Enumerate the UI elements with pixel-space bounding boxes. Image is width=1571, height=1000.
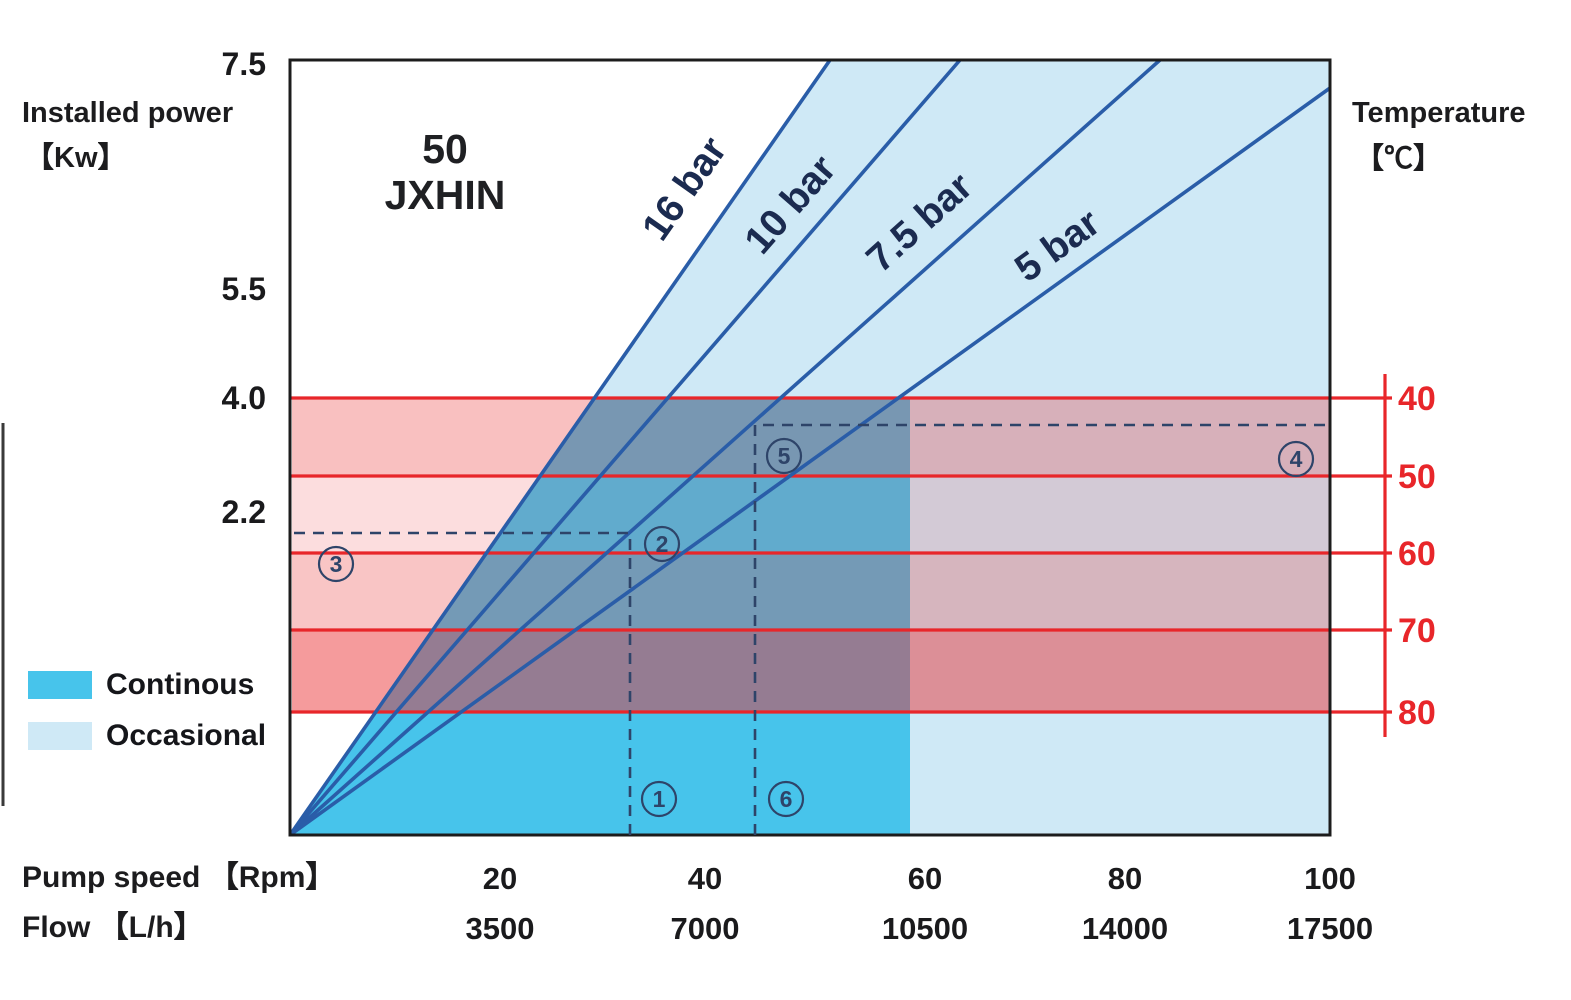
legend: Continous Occasional — [28, 668, 267, 772]
callout-number-3: 3 — [330, 551, 343, 577]
legend-item-occasional: Occasional — [28, 719, 267, 752]
power-tick-7.5: 7.5 — [222, 46, 266, 82]
callout-number-5: 5 — [778, 443, 791, 469]
legend-item-continuous: Continous — [28, 668, 266, 701]
speed-tick-60: 60 — [908, 861, 942, 896]
pressure-line-16-bar — [288, 58, 832, 837]
power-tick-4.0: 4.0 — [222, 380, 266, 416]
plot-border — [288, 58, 1332, 837]
pressure-line-10-bar — [288, 58, 962, 837]
speed-tick-80: 80 — [1108, 861, 1142, 896]
right-axis-unit: 【℃】 — [1355, 143, 1443, 175]
speed-tick-20: 20 — [483, 861, 517, 896]
flow-tick-7000: 7000 — [671, 911, 740, 946]
temp-band-40-50 — [292, 398, 1330, 476]
legend-label-occasional: Occasional — [106, 719, 267, 752]
legend-swatch-continuous — [28, 671, 92, 699]
dashed-operating-point-left — [292, 531, 632, 835]
dashed-operating-point-right — [753, 423, 1330, 835]
callout-number-4: 4 — [1290, 446, 1303, 472]
speed-tick-40: 40 — [688, 861, 722, 896]
left-axis-unit: 【Kw】 — [25, 142, 127, 174]
flow-tick-10500: 10500 — [882, 911, 968, 946]
power-tick-2.2: 2.2 — [222, 494, 266, 530]
legend-swatch-occasional — [28, 722, 92, 750]
pressure-line-5-bar — [288, 86, 1332, 837]
callout-number-2: 2 — [656, 531, 669, 557]
callout-circle-3 — [317, 545, 355, 583]
callout-circle-1 — [640, 780, 678, 818]
callout-circle-6 — [767, 780, 805, 818]
temp-tick-40: 40 — [1398, 380, 1436, 418]
temp-band-50-60 — [292, 476, 1330, 553]
temp-band-60-70 — [292, 553, 1330, 630]
callout-number-6: 6 — [780, 786, 793, 812]
chart-title-model-name: JXHIN — [384, 172, 506, 218]
flow-tick-17500: 17500 — [1287, 911, 1373, 946]
left-axis-title: Installed power — [22, 97, 234, 129]
speed-axis-label: Pump speed 【Rpm】 — [22, 861, 336, 894]
temp-tick-80: 80 — [1398, 694, 1436, 732]
legend-label-continuous: Continous — [106, 668, 255, 701]
flow-tick-14000: 14000 — [1082, 911, 1168, 946]
flow-axis-label: Flow 【L/h】 — [22, 911, 204, 944]
temp-tick-50: 50 — [1398, 458, 1436, 496]
callout-circle-2 — [643, 525, 681, 563]
pressure-line-7.5-bar — [288, 58, 1162, 837]
callout-circle-5 — [765, 437, 803, 475]
temp-tick-70: 70 — [1398, 612, 1436, 650]
speed-tick-100: 100 — [1304, 861, 1356, 896]
right-axis-title: Temperature — [1352, 97, 1526, 129]
flow-tick-3500: 3500 — [466, 911, 535, 946]
chart-title-model-number: 50 — [422, 126, 468, 172]
temp-tick-60: 60 — [1398, 535, 1436, 573]
callout-number-1: 1 — [653, 786, 666, 812]
power-tick-5.5: 5.5 — [222, 271, 266, 307]
temp-band-70-80 — [292, 630, 1330, 712]
callout-circle-4 — [1277, 440, 1315, 478]
